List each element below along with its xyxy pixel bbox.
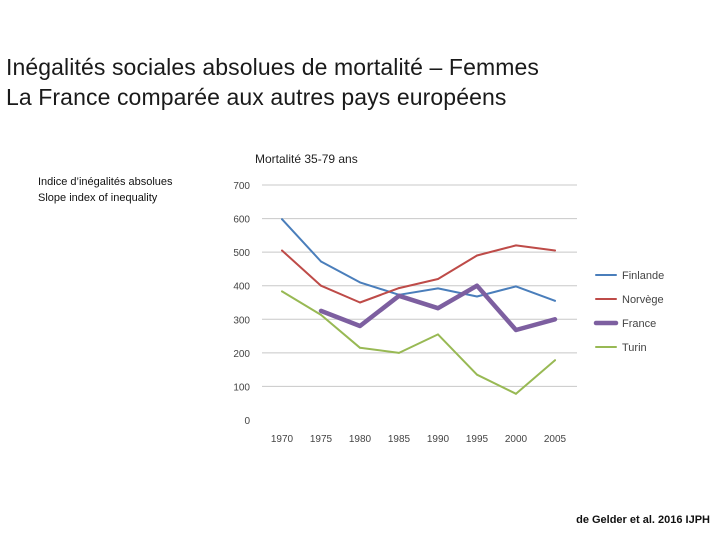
data-point bbox=[554, 299, 556, 302]
y-tick-label: 400 bbox=[233, 282, 250, 293]
data-point bbox=[359, 281, 361, 284]
data-point bbox=[437, 287, 439, 290]
data-point bbox=[515, 392, 517, 395]
data-point bbox=[476, 254, 478, 257]
series-line-finlande bbox=[281, 218, 556, 302]
x-tick-label: 2005 bbox=[544, 434, 567, 445]
data-point bbox=[437, 278, 439, 280]
data-point bbox=[515, 244, 517, 247]
data-point bbox=[281, 249, 283, 252]
data-point bbox=[398, 287, 400, 289]
y-tick-label: 600 bbox=[233, 215, 250, 226]
y-tick-label: 200 bbox=[233, 349, 250, 360]
legend: Finlande Norvège France Turin bbox=[593, 270, 664, 354]
y-tick-label: 500 bbox=[233, 248, 250, 259]
y-axis-label-english: Slope index of inequality bbox=[38, 192, 158, 204]
data-point bbox=[476, 284, 478, 287]
data-point bbox=[320, 314, 322, 316]
data-point bbox=[320, 260, 322, 263]
data-point bbox=[437, 333, 439, 336]
y-tick-labels: 0 100 200 300 400 500 600 700 bbox=[233, 181, 250, 427]
data-point bbox=[320, 309, 322, 312]
legend-label: France bbox=[622, 318, 656, 330]
legend-label: Finlande bbox=[622, 270, 664, 282]
data-point bbox=[281, 218, 283, 221]
series-line-turin bbox=[281, 290, 556, 395]
data-point bbox=[398, 294, 400, 297]
data-point bbox=[554, 249, 556, 252]
x-tick-label: 2000 bbox=[505, 434, 528, 445]
source-citation: de Gelder et al. 2016 IJPH bbox=[576, 514, 710, 526]
series-lines bbox=[281, 218, 558, 395]
x-tick-label: 1970 bbox=[271, 434, 294, 445]
data-point bbox=[437, 307, 439, 310]
data-point bbox=[398, 351, 400, 354]
data-point bbox=[515, 285, 517, 288]
legend-label: Turin bbox=[622, 342, 647, 354]
data-point bbox=[554, 318, 556, 321]
data-point bbox=[554, 359, 556, 362]
data-point bbox=[476, 373, 478, 376]
y-axis-label-french: Indice d’inégalités absolues bbox=[38, 176, 173, 188]
y-tick-label: 300 bbox=[233, 315, 250, 326]
x-tick-label: 1995 bbox=[466, 434, 489, 445]
gridlines bbox=[262, 184, 577, 387]
x-tick-label: 1980 bbox=[349, 434, 372, 445]
data-point bbox=[515, 329, 517, 331]
data-point bbox=[359, 346, 361, 349]
slide-title-line-1: Inégalités sociales absolues de mortalit… bbox=[6, 54, 539, 80]
x-tick-label: 1990 bbox=[427, 434, 450, 445]
data-point bbox=[476, 295, 478, 298]
y-tick-label: 700 bbox=[233, 181, 250, 192]
y-axis-label: Indice d’inégalités absolues Slope index… bbox=[38, 174, 173, 206]
series-line-norvège bbox=[281, 244, 556, 304]
data-point bbox=[281, 290, 283, 293]
data-point bbox=[359, 301, 361, 304]
data-point bbox=[320, 284, 322, 287]
x-tick-label: 1985 bbox=[388, 434, 411, 445]
x-tick-labels: 1970 1975 1980 1985 1990 1995 2000 2005 bbox=[271, 434, 567, 445]
y-tick-label: 0 bbox=[244, 416, 250, 427]
slide-title-line-2: La France comparée aux autres pays europ… bbox=[6, 84, 507, 110]
chart-title: Mortalité 35-79 ans bbox=[255, 152, 358, 166]
y-tick-label: 100 bbox=[233, 382, 250, 393]
slide-title: Inégalités sociales absolues de mortalit… bbox=[6, 52, 539, 112]
data-point bbox=[359, 325, 361, 327]
x-tick-label: 1975 bbox=[310, 434, 333, 445]
legend-label: Norvège bbox=[622, 294, 664, 306]
